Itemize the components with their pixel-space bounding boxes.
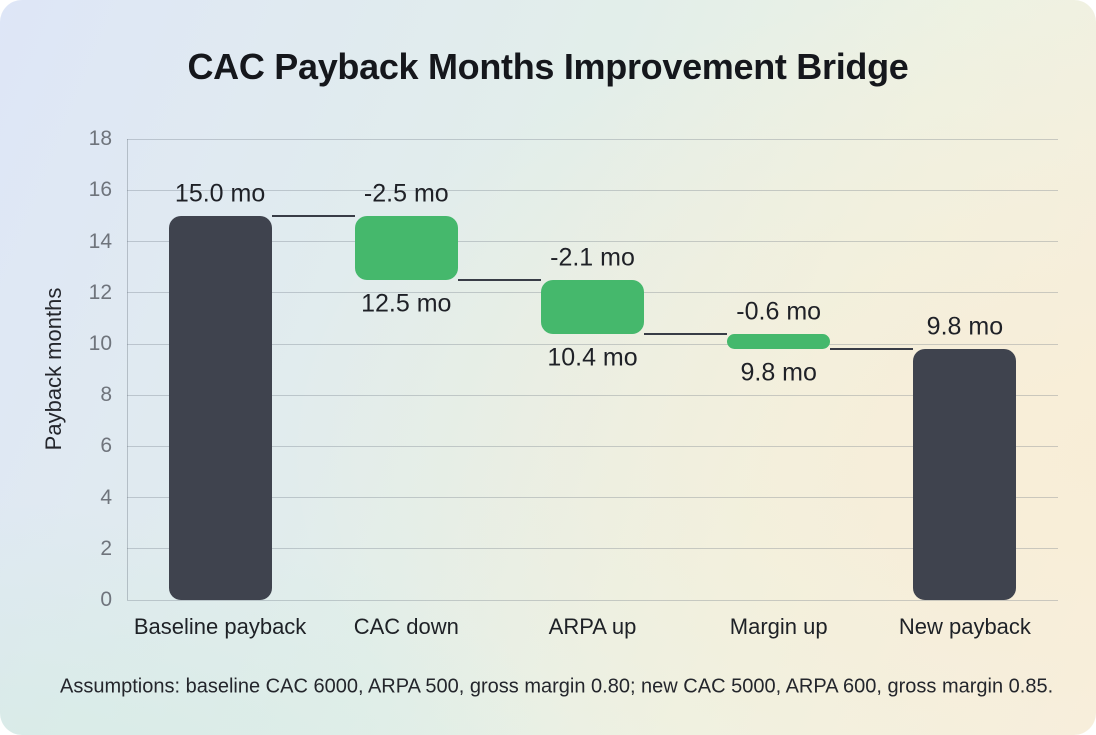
y-gridline xyxy=(127,241,1058,243)
y-gridline xyxy=(127,548,1058,550)
decrease-bar xyxy=(541,280,644,334)
bar-value-label: -0.6 mo xyxy=(736,297,822,326)
y-gridline xyxy=(127,394,1058,396)
chart-title: CAC Payback Months Improvement Bridge xyxy=(187,46,909,87)
y-tick-label: 4 xyxy=(100,485,112,509)
x-category-label: ARPA up xyxy=(548,614,637,639)
y-tick-label: 18 xyxy=(88,127,112,151)
y-tick-label: 14 xyxy=(88,229,112,253)
y-gridline xyxy=(127,189,1058,191)
bar-running-total-label: 12.5 mo xyxy=(361,289,452,318)
waterfall-connector xyxy=(644,332,728,335)
total-bar xyxy=(913,349,1017,600)
y-tick-label: 10 xyxy=(88,332,112,355)
bar-running-total-label: 9.8 mo xyxy=(740,358,817,387)
waterfall-connector xyxy=(457,278,541,282)
y-tick-label: 12 xyxy=(88,280,112,304)
bar-value-label: 9.8 mo xyxy=(926,312,1004,341)
x-category-label: CAC down xyxy=(353,614,459,639)
y-gridline xyxy=(127,445,1058,447)
y-tick-label: 0 xyxy=(100,588,112,611)
total-bar xyxy=(168,216,272,600)
waterfall-connector xyxy=(830,347,914,351)
y-tick-label: 6 xyxy=(100,434,112,458)
x-category-label: Baseline payback xyxy=(133,614,307,639)
y-tick-label: 16 xyxy=(88,178,112,202)
x-category-label: Margin up xyxy=(729,614,828,639)
y-gridline xyxy=(127,497,1058,499)
assumptions-note: Assumptions: baseline CAC 6000, ARPA 500… xyxy=(60,675,1054,698)
bar-value-label: -2.5 mo xyxy=(363,179,449,208)
y-axis-title: Payback months xyxy=(41,287,66,451)
y-gridline xyxy=(127,343,1058,345)
y-gridline xyxy=(127,599,1058,601)
waterfall-connector xyxy=(271,214,355,218)
bar-running-total-label: 10.4 mo xyxy=(547,343,638,372)
y-tick-label: 8 xyxy=(100,383,112,407)
y-axis-line xyxy=(127,139,128,600)
decrease-bar xyxy=(354,216,458,280)
bar-value-label: -2.1 mo xyxy=(550,243,635,272)
y-tick-label: 2 xyxy=(100,536,112,560)
x-category-label: New payback xyxy=(898,614,1031,639)
y-gridline xyxy=(127,138,1058,140)
decrease-bar xyxy=(727,333,831,350)
bar-value-label: 15.0 mo xyxy=(174,179,266,208)
